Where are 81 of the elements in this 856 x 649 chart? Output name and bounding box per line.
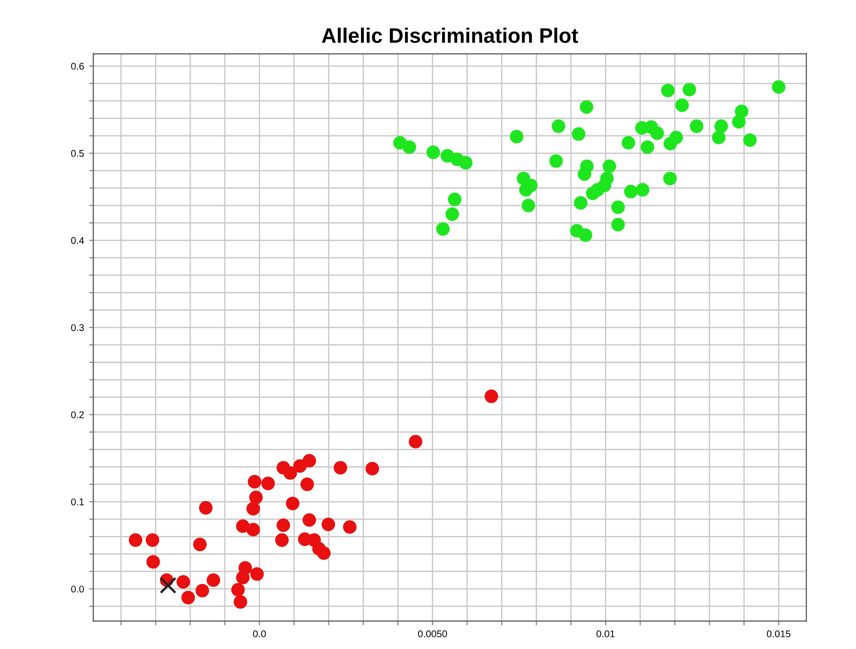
point [580, 100, 594, 114]
point [283, 466, 298, 480]
point [663, 172, 677, 186]
point [181, 590, 195, 604]
point [484, 390, 498, 404]
point [322, 518, 336, 532]
point [675, 98, 689, 112]
point [510, 130, 524, 144]
point [402, 140, 416, 154]
point [552, 119, 566, 133]
point [572, 127, 586, 141]
point [445, 207, 460, 221]
point [611, 218, 625, 232]
point [366, 462, 380, 476]
point [714, 119, 728, 133]
point [448, 192, 462, 206]
point [586, 186, 600, 200]
y-tick-label: 0.1 [71, 498, 84, 506]
point [334, 460, 348, 475]
point [519, 183, 533, 197]
point [286, 496, 300, 510]
point [712, 130, 726, 144]
point [317, 546, 331, 560]
point [622, 136, 636, 150]
point [640, 140, 654, 154]
point [261, 476, 275, 490]
point [231, 582, 245, 596]
point [664, 136, 678, 150]
point [275, 533, 289, 547]
point [249, 490, 263, 504]
point [690, 119, 704, 133]
x-tick-label: 0.0 [253, 630, 266, 638]
point [743, 133, 757, 147]
y-tick-label: 0.4 [71, 237, 84, 244]
y-tick-label: 0.2 [71, 411, 84, 418]
point [578, 228, 592, 242]
point [426, 146, 440, 160]
point [248, 474, 262, 488]
x-tick-label: 0.01 [596, 630, 615, 638]
y-tick-label: 0.0 [71, 586, 84, 592]
point [236, 570, 250, 584]
y-tick-label: 0.6 [71, 62, 84, 70]
point [246, 502, 260, 516]
point [549, 154, 563, 168]
point [436, 222, 450, 236]
y-tick-label: 0.3 [71, 324, 84, 332]
y-tick-label: 0.5 [71, 150, 84, 157]
point [343, 520, 357, 534]
point [146, 555, 160, 569]
point [302, 454, 316, 468]
point [624, 184, 638, 198]
point [602, 160, 616, 174]
chart-title: Allelic Discrimination Plot [322, 28, 578, 43]
point [300, 478, 314, 492]
point [650, 126, 664, 140]
point [234, 595, 248, 609]
point [408, 434, 422, 448]
point [206, 573, 220, 587]
point [458, 156, 473, 170]
point [636, 183, 650, 197]
point [199, 501, 213, 515]
point [146, 533, 160, 547]
point [246, 522, 260, 536]
point [772, 80, 786, 94]
point [732, 115, 746, 129]
point [250, 567, 264, 581]
point [682, 82, 696, 96]
point [302, 513, 316, 527]
point [522, 198, 536, 212]
point [193, 538, 207, 552]
x-tick-label: 0.015 [766, 630, 790, 638]
point [160, 576, 176, 594]
point [176, 575, 190, 589]
point [578, 167, 592, 181]
x-tick-label: 0.0050 [418, 630, 448, 638]
point [128, 533, 142, 547]
point [196, 584, 210, 598]
point [661, 84, 675, 98]
point [574, 196, 588, 210]
point [276, 518, 290, 532]
point [611, 200, 625, 214]
